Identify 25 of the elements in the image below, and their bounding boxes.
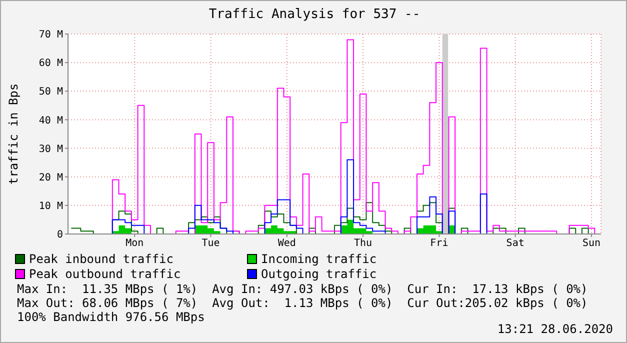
x-tick-label: Sun <box>582 238 601 250</box>
x-tick-label: Wed <box>278 238 296 250</box>
y-tick-label: 0 <box>56 230 63 241</box>
chart-title: Traffic Analysis for 537 -- <box>208 7 422 22</box>
y-tick-label: 10 M <box>38 200 63 212</box>
legend-label: Peak outbound traffic <box>29 267 181 281</box>
x-tick-label: Sat <box>506 238 524 250</box>
x-tick-label: Thu <box>354 238 372 250</box>
text: Max Out: 68.06 MBps ( 7%) Avg Out: 1.13 MBps ( 0%) Cur Out:205.02 kBps ( 0%) <box>17 296 588 310</box>
y-axis-title: traffic in Bps <box>6 83 20 185</box>
text: 100% Bandwidth 976.56 MBps <box>17 310 205 324</box>
y-tick-label: 50 M <box>38 86 63 98</box>
x-tick-label: Fri <box>430 238 448 250</box>
x-tick-label: Tue <box>202 238 220 250</box>
text: 13:21 28.06.2020 <box>497 322 613 336</box>
y-tick-label: 60 M <box>38 58 63 70</box>
x-tick-label: Mon <box>126 238 144 250</box>
y-tick-label: 20 M <box>38 172 63 184</box>
y-tick-label: 70 M <box>38 30 63 41</box>
legend-label: Outgoing traffic <box>261 267 377 281</box>
text: Max In: 11.35 MBps ( 1%) Avg In: 497.03 kBps ( 0%) Cur In: 17.13 kBps ( 0%) <box>17 282 588 296</box>
y-tick-label: 40 M <box>38 115 63 126</box>
legend-label: Incoming traffic <box>261 252 377 266</box>
y-tick-label: 30 M <box>38 144 63 155</box>
legend-label: Peak inbound traffic <box>29 252 174 266</box>
